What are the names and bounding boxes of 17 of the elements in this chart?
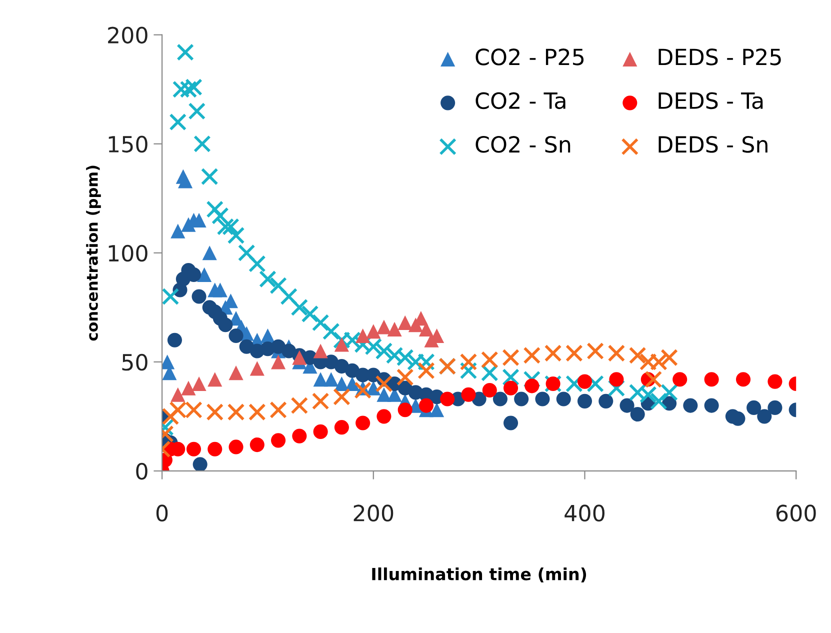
y-axis-title: concentration (ppm) — [86, 166, 101, 341]
y-tick-label: 100 — [108, 244, 148, 262]
legend-label: CO2 - Sn — [476, 136, 570, 153]
x-tick-label: 600 — [776, 504, 816, 522]
y-tick-label: 200 — [108, 26, 148, 44]
legend-label: DEDS - Ta — [658, 92, 763, 110]
x-axis-title: Illumination time (min) — [372, 567, 586, 582]
legend-label: CO2 - Ta — [476, 92, 566, 110]
x-tick-label: 0 — [156, 504, 168, 522]
y-tick-label: 50 — [122, 354, 148, 371]
legend-label: CO2 - P25 — [476, 48, 584, 66]
x-tick-label: 400 — [564, 504, 604, 522]
legend-label: DEDS - Sn — [658, 136, 768, 153]
x-tick-label: 200 — [354, 504, 394, 522]
legend-label: DEDS - P25 — [658, 48, 781, 66]
y-tick-label: 0 — [136, 462, 148, 480]
y-tick-label: 150 — [108, 136, 148, 153]
